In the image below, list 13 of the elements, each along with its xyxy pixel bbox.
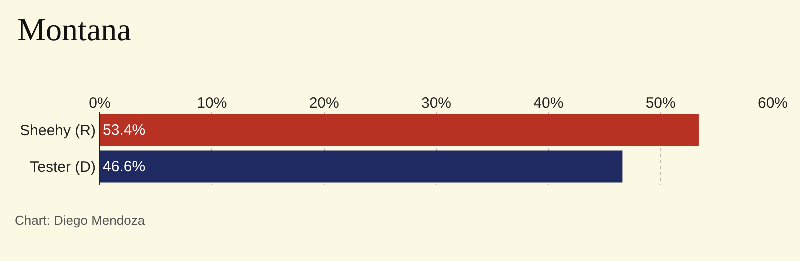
x-tick-label: 20% [309,95,340,112]
x-tick-label: 30% [421,95,452,112]
y-tick-label: Tester (D) [30,159,96,176]
x-tick-label: 40% [534,95,564,112]
x-tick-label: 60% [758,95,788,112]
x-tick-label: 0% [89,95,111,112]
x-tick-label: 10% [197,95,228,112]
data-label: 53.4% [103,122,146,139]
y-tick-label: Sheehy (R) [20,122,96,140]
x-tick-label: 50% [646,95,676,112]
data-label: 46.6% [103,158,146,176]
text: Chart: Diego Mendoza [15,213,146,228]
chart-title: Montana [18,12,132,48]
